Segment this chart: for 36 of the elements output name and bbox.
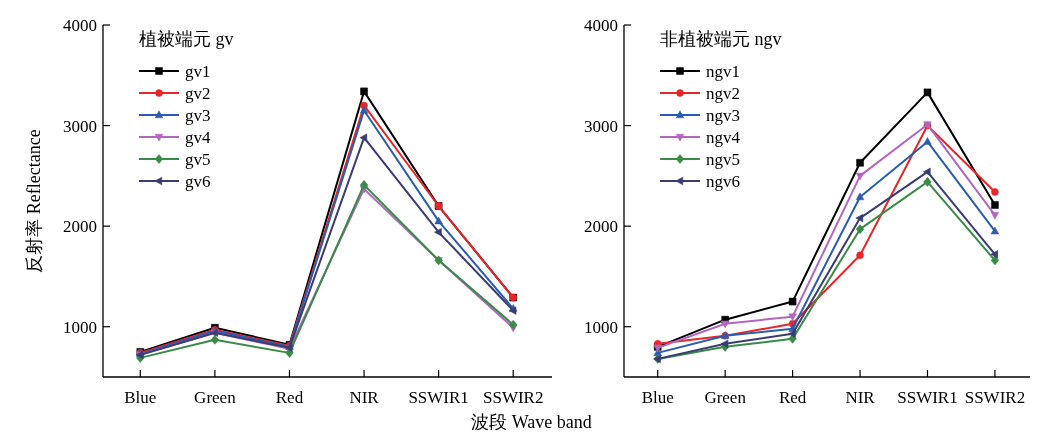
x-tick-label: Blue [641,388,674,407]
y-tick-label: 3000 [584,116,618,136]
x-tick-label: Blue [124,388,157,407]
x-tick-label: SSWIR2 [482,388,544,407]
legend-title: 植被端元 gv [139,29,234,49]
legend-label: ngv2 [706,84,740,103]
legend-label: ngv6 [706,172,740,191]
legend-label: gv3 [185,106,211,125]
x-tick-label: SSWIR1 [897,388,958,407]
x-tick-label: NIR [845,388,876,407]
legend-label: gv2 [185,84,211,103]
x-tick-label: SSWIR2 [964,388,1026,407]
legend-label: gv4 [185,128,211,147]
y-tick-label: 4000 [584,16,618,35]
x-tick-label: SSWIR1 [408,388,469,407]
x-axis-title: 波段 Wave band [471,412,592,432]
x-tick-label: Green [194,388,237,407]
legend-label: ngv4 [706,128,741,147]
y-tick-label: 1000 [584,317,618,337]
legend-label: gv5 [185,150,211,169]
legend-title: 非植被端元 ngv [660,29,782,49]
y-tick-label: 1000 [63,317,97,337]
x-tick-label: NIR [349,388,380,407]
legend-label: gv1 [185,62,211,81]
legend-label: ngv1 [706,62,740,81]
x-tick-label: Red [778,388,807,407]
legend-label: gv6 [185,172,211,191]
y-tick-label: 2000 [63,217,97,237]
legend-label: ngv5 [706,150,740,169]
x-tick-label: Red [275,388,304,407]
y-tick-label: 3000 [63,116,97,136]
y-tick-label: 4000 [63,16,97,35]
legend-label: ngv3 [706,106,740,125]
y-axis-title: 反射率 Reflectance [24,129,44,273]
x-tick-label: Green [704,388,747,407]
y-tick-label: 2000 [584,217,618,237]
